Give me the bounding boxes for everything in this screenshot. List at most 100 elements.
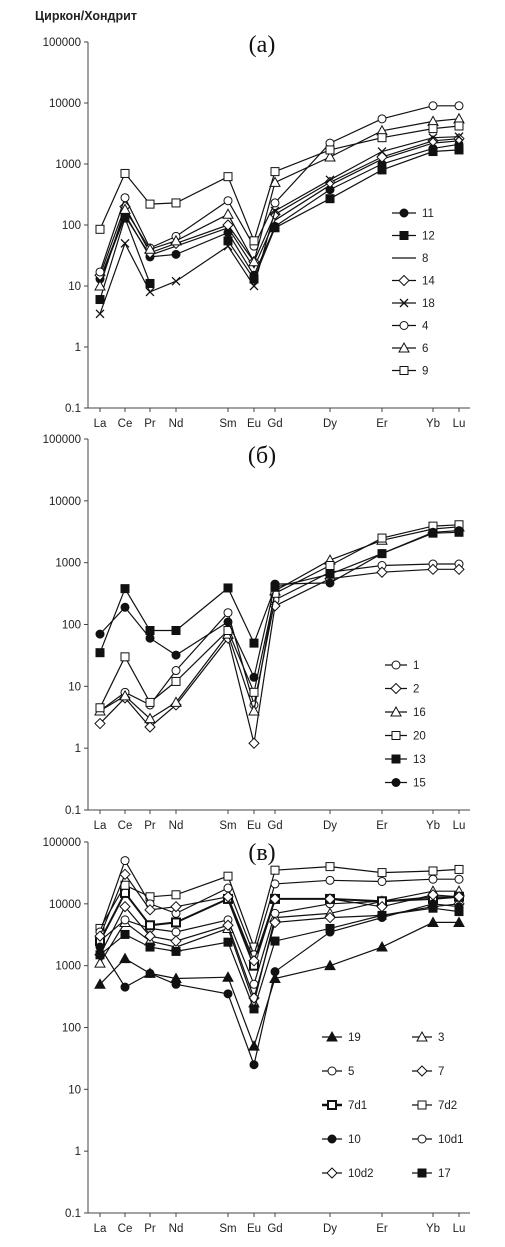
data-point [427,889,439,901]
data-point [144,721,156,733]
y-tick-label: 0.1 [65,1208,81,1220]
data-point [270,167,280,177]
data-point [171,625,181,635]
data-point [249,1060,259,1070]
data-point [377,147,387,157]
data-point [144,904,156,916]
data-point [377,549,387,559]
legend-marker [327,1134,337,1144]
data-point [170,900,182,913]
data-point [248,1040,260,1051]
data-point [270,198,280,208]
y-tick-label: 10 [68,1084,81,1096]
y-tick-label: 10000 [49,496,81,508]
x-tick-label: Sm [219,820,236,832]
data-point [222,919,234,931]
data-point [248,955,260,967]
legend-item-12: 12 [392,231,435,243]
legend-marker [399,366,409,375]
legend-item-13: 13 [385,754,426,766]
data-point [248,255,260,267]
data-point [120,652,130,662]
data-point [325,560,335,570]
data-point [94,717,106,730]
legend-label: 15 [413,778,426,790]
data-point [120,168,130,178]
series-10d2 [94,868,465,967]
data-point [427,916,439,927]
data-point [171,276,181,286]
legend-marker [398,341,410,353]
data-point [428,527,438,537]
data-point [94,978,106,989]
data-point [223,883,233,893]
data-point [171,676,181,686]
data-point [325,145,335,155]
legend-label: 7d2 [438,1100,457,1112]
x-tick-label: Gd [267,820,282,832]
data-point [223,236,233,246]
data-point [376,941,388,952]
data-point [325,875,335,885]
legend-item-17: 17 [412,1168,451,1180]
y-tick-label: 1 [75,1146,81,1158]
data-point [145,942,155,952]
chart-panel-3: 0.1 1 10 100 1000 10000 100000 La Ce Pr Nd Sm Eu Gd Dy… [43,837,470,1235]
data-point [223,871,233,881]
x-tick-label: Lu [453,820,466,832]
x-tick-label: Nd [169,418,184,430]
legend-label: 10d2 [348,1168,374,1180]
data-point [119,689,131,701]
data-point [119,900,131,913]
series-18 [95,132,464,319]
data-point [95,648,105,658]
data-point [222,971,234,982]
data-point [223,617,233,627]
legend-item-20: 20 [385,731,426,743]
data-point [325,175,335,185]
data-point [223,241,233,251]
data-point [171,890,181,900]
data-point [95,267,105,277]
legend-label: 14 [422,276,435,288]
data-point [325,578,335,588]
data-point [248,737,260,749]
data-point [248,704,260,716]
legend-marker [399,208,409,218]
legend-item-18: 18 [392,298,435,310]
legend-marker [391,754,401,764]
legend-item-7: 7 [412,1065,444,1078]
legend-marker [417,1100,427,1110]
data-point [428,903,438,913]
legend-item-10d2: 10d2 [322,1167,374,1180]
data-point [223,608,233,618]
data-point [270,879,280,889]
x-tick-label: Nd [169,820,184,832]
data-point [144,712,156,724]
data-point [222,891,234,903]
data-point [171,917,181,928]
legend-label: 1 [413,660,419,672]
data-point [454,145,464,155]
legend-marker [399,321,409,330]
x-tick-label: Yb [426,1223,440,1235]
data-point [171,198,181,208]
data-point [376,566,388,578]
data-point [324,911,336,924]
data-point [223,172,233,182]
legend-label: 11 [422,208,434,220]
legend-label: 7 [438,1066,444,1078]
data-point [170,935,182,947]
y-tick-label: 100000 [43,837,81,849]
data-point [377,165,387,175]
data-point [145,625,155,635]
data-point [120,982,130,992]
data-point [377,910,387,920]
data-point [120,584,130,594]
y-tick-label: 10000 [49,899,81,911]
legend-item-8: 8 [392,253,428,265]
x-tick-label: Nd [169,1223,184,1235]
legend-label: 18 [422,298,435,310]
data-point [170,234,182,246]
chart-panel-1: Циркон/Хондрит 0.1 1 10 100 1000 10000 100000 La… [35,9,470,430]
